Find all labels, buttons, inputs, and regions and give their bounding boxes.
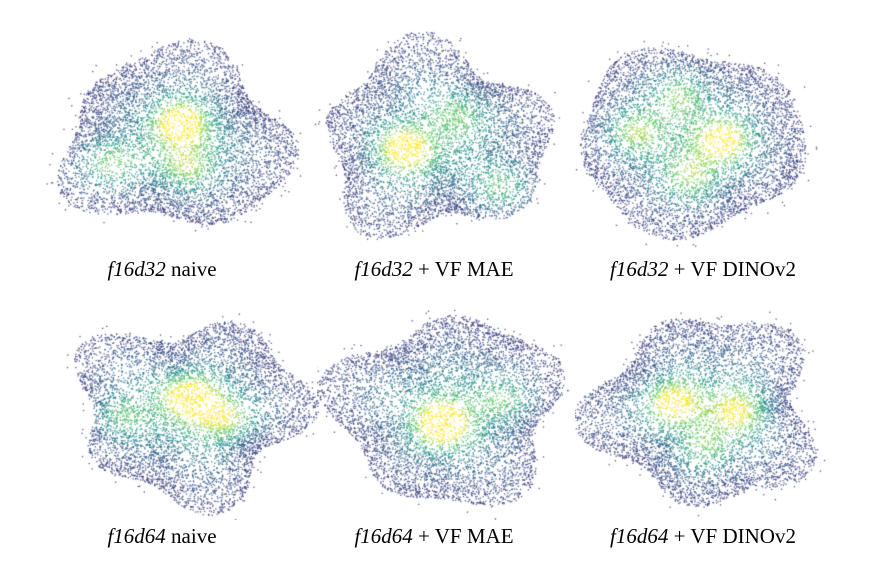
caption-f16d32-vf-mae: f16d32 + VF MAE — [354, 257, 513, 282]
scatter-panel-f16d64-vf-mae — [317, 300, 577, 520]
caption-model: f16d64 — [354, 524, 413, 548]
caption-f16d64-vf-mae: f16d64 + VF MAE — [354, 524, 513, 549]
caption-variant: naive — [171, 257, 217, 281]
scatter-panel-f16d32-vf-dinov2 — [560, 30, 820, 250]
caption-model: f16d64 — [107, 524, 166, 548]
caption-variant: + VF MAE — [418, 257, 514, 281]
caption-model: f16d32 — [354, 257, 413, 281]
scatter-panel-f16d64-vf-dinov2 — [575, 300, 835, 520]
caption-f16d64-naive: f16d64 naive — [107, 524, 216, 549]
scatter-panel-f16d32-vf-mae — [305, 30, 565, 250]
caption-variant: naive — [171, 524, 217, 548]
caption-model: f16d64 — [610, 524, 669, 548]
caption-f16d64-vf-dinov2: f16d64 + VF DINOv2 — [610, 524, 796, 549]
scatter-panel-f16d32-naive — [45, 30, 305, 250]
caption-model: f16d32 — [610, 257, 669, 281]
caption-variant: + VF MAE — [418, 524, 514, 548]
caption-model: f16d32 — [107, 257, 166, 281]
caption-variant: + VF DINOv2 — [673, 257, 796, 281]
caption-variant: + VF DINOv2 — [673, 524, 796, 548]
caption-f16d32-vf-dinov2: f16d32 + VF DINOv2 — [610, 257, 796, 282]
scatter-panel-f16d64-naive — [60, 300, 320, 520]
caption-f16d32-naive: f16d32 naive — [107, 257, 216, 282]
